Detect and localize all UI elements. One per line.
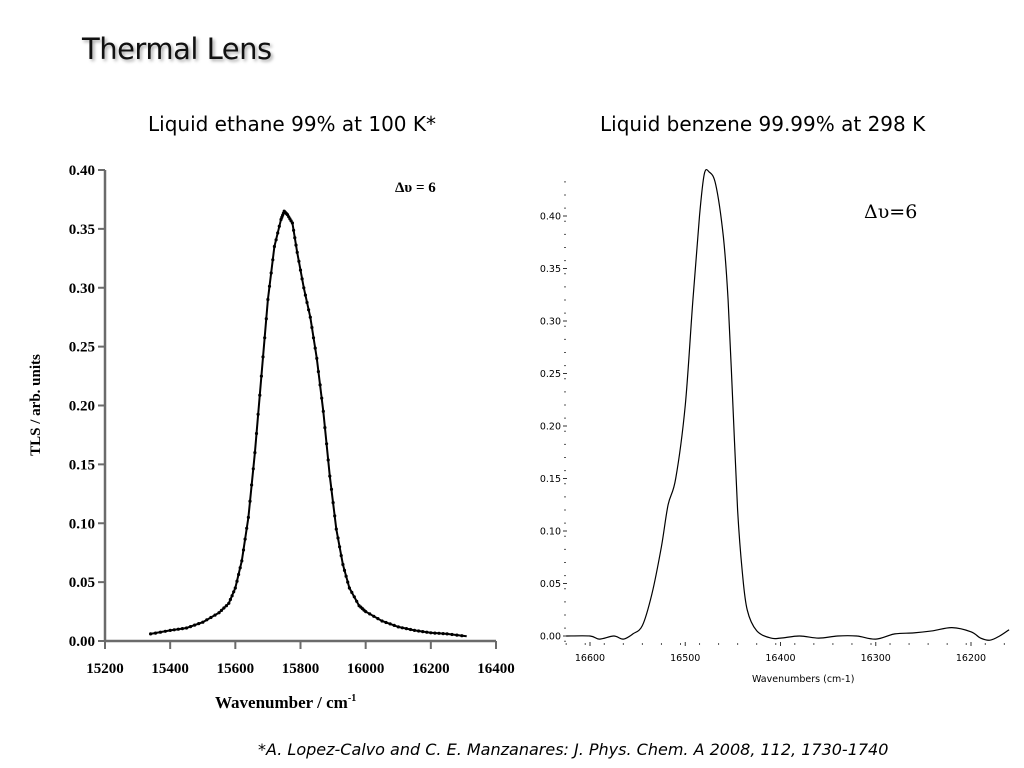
x-tick-label: 15600 xyxy=(217,661,255,677)
y-tick-label: 0.00 xyxy=(69,634,95,650)
ethane-delta-annotation: Δυ = 6 xyxy=(395,180,436,196)
y-tick-label: 0.40 xyxy=(69,163,95,179)
x-tick-label: 15400 xyxy=(151,661,189,677)
y-tick-label: 0.30 xyxy=(69,281,95,297)
y-tick-label: 0.10 xyxy=(69,516,95,532)
ethane-chart-title: Liquid ethane 99% at 100 K* xyxy=(148,112,437,136)
ethane-spectrum-line xyxy=(150,209,467,638)
ethane-y-axis-label: TLS / arb. units xyxy=(28,354,44,456)
y-tick-label: 0.20 xyxy=(69,399,95,415)
ethane-data-markers xyxy=(149,209,464,638)
benzene-chart-title: Liquid benzene 99.99% at 298 K xyxy=(600,112,926,136)
y-tick-label: 0.35 xyxy=(69,222,95,238)
y-tick-label: 0.15 xyxy=(69,457,95,473)
x-tick-label: 15200 xyxy=(86,661,124,677)
ethane-x-axis-label: Wavenumber / cm-1 xyxy=(215,693,356,712)
citation: *A. Lopez-Calvo and C. E. Manzanares: J.… xyxy=(258,740,889,759)
y-tick-label: 0.25 xyxy=(69,340,95,356)
x-tick-label: 15800 xyxy=(282,661,320,677)
x-tick-label: 16000 xyxy=(347,661,385,677)
ethane-axes: 0.00 0.05 0.10 0.15 0.20 0.25 0.30 0.35 0.40 1520… xyxy=(69,163,515,677)
y-tick-label: 0.05 xyxy=(69,575,95,591)
slide-title: Thermal Lens xyxy=(82,32,272,66)
x-tick-label: 16200 xyxy=(412,661,450,677)
x-tick-label: 16400 xyxy=(477,661,515,677)
